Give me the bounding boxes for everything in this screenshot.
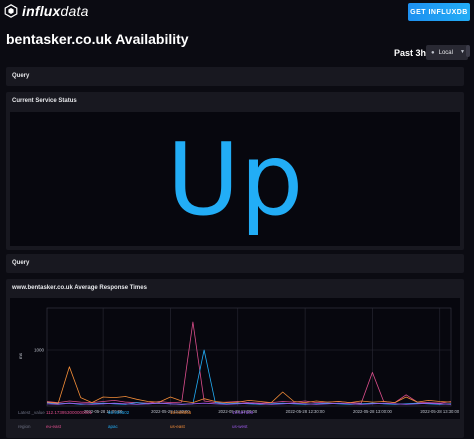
cell-title: www.bentasker.co.uk Average Response Tim…: [12, 285, 147, 291]
x-tick-label: 2022-05-28 11:30:00: [151, 409, 190, 414]
series-line-us-east: [46, 366, 452, 404]
scrollbar-thumb[interactable]: [466, 45, 470, 57]
x-tick-label: 2022-05-28 13:00:00: [353, 409, 393, 414]
series-line-apac: [46, 349, 452, 405]
logo-wordmark: influxdata: [22, 3, 89, 19]
x-tick-label: 2022-05-28 13:30:00: [420, 409, 460, 414]
y-tick-label: 1000: [34, 348, 45, 353]
chart-legend: Latest _value 112.173953000000001 55.904…: [6, 410, 466, 434]
cell-title: Query: [12, 260, 30, 266]
timezone-value: Local: [438, 49, 453, 56]
cell-title: Current Service Status: [12, 98, 77, 104]
legend-latest-label: Latest _value: [18, 410, 45, 415]
legend-region-us-east: us-east: [170, 424, 185, 429]
query-cell[interactable]: Query: [6, 254, 464, 273]
dashboard-title: bentasker.co.uk Availability: [6, 31, 189, 47]
response-times-cell[interactable]: www.bentasker.co.uk Average Response Tim…: [6, 279, 464, 438]
status-value: Up: [166, 121, 304, 238]
single-stat-panel: Up: [10, 112, 460, 246]
series-line-us-west: [46, 402, 452, 405]
legend-latest-eu-east: 112.173953000000001: [46, 410, 92, 415]
cell-title: Query: [12, 73, 30, 79]
legend-latest-us-west: 19.597509: [232, 410, 254, 415]
x-tick-label: 2022-05-28 12:30:00: [286, 409, 326, 414]
legend-region-eu-east: eu-east: [46, 424, 62, 429]
plot-frame: [46, 307, 452, 407]
legend-region-us-west: us-west: [232, 424, 248, 429]
legend-latest-row: Latest _value 112.173953000000001 55.904…: [6, 410, 466, 418]
top-header: influxdata GET INFLUXDB: [0, 0, 474, 26]
get-influxdb-button[interactable]: GET INFLUXDB: [408, 3, 470, 21]
query-cell[interactable]: Query: [6, 67, 464, 86]
x-tick-label: 2022-05-28 11:00:00: [84, 409, 123, 414]
legend-region-apac: apac: [108, 424, 118, 429]
line-chart[interactable]: 1000 ms 2022-05-28 11:00:00 2022-05-28 11:3…: [10, 298, 460, 419]
current-service-status-cell[interactable]: Current Service Status Up: [6, 92, 464, 250]
legend-region-label: region: [18, 424, 31, 429]
legend-region-row: region eu-east apac us-east us-west: [6, 424, 466, 432]
time-range-label[interactable]: Past 3h: [394, 48, 427, 58]
legend-latest-apac: 55.904502: [108, 410, 130, 415]
chart-area[interactable]: 1000 ms 2022-05-28 11:00:00 2022-05-28 11:3…: [10, 298, 460, 419]
legend-latest-us-east: 18.008856: [170, 410, 192, 415]
globe-icon: ●: [431, 49, 435, 56]
series-line-eu-east: [46, 321, 452, 404]
influxdata-logo[interactable]: influxdata: [4, 3, 89, 19]
influx-logo-icon: [4, 4, 18, 18]
x-tick-label: 2022-05-28 12:00:00: [218, 409, 258, 414]
chevron-down-icon: ▼: [460, 49, 465, 55]
y-axis-label: ms: [18, 352, 23, 359]
timezone-dropdown[interactable]: ● Local ▼: [426, 45, 468, 60]
